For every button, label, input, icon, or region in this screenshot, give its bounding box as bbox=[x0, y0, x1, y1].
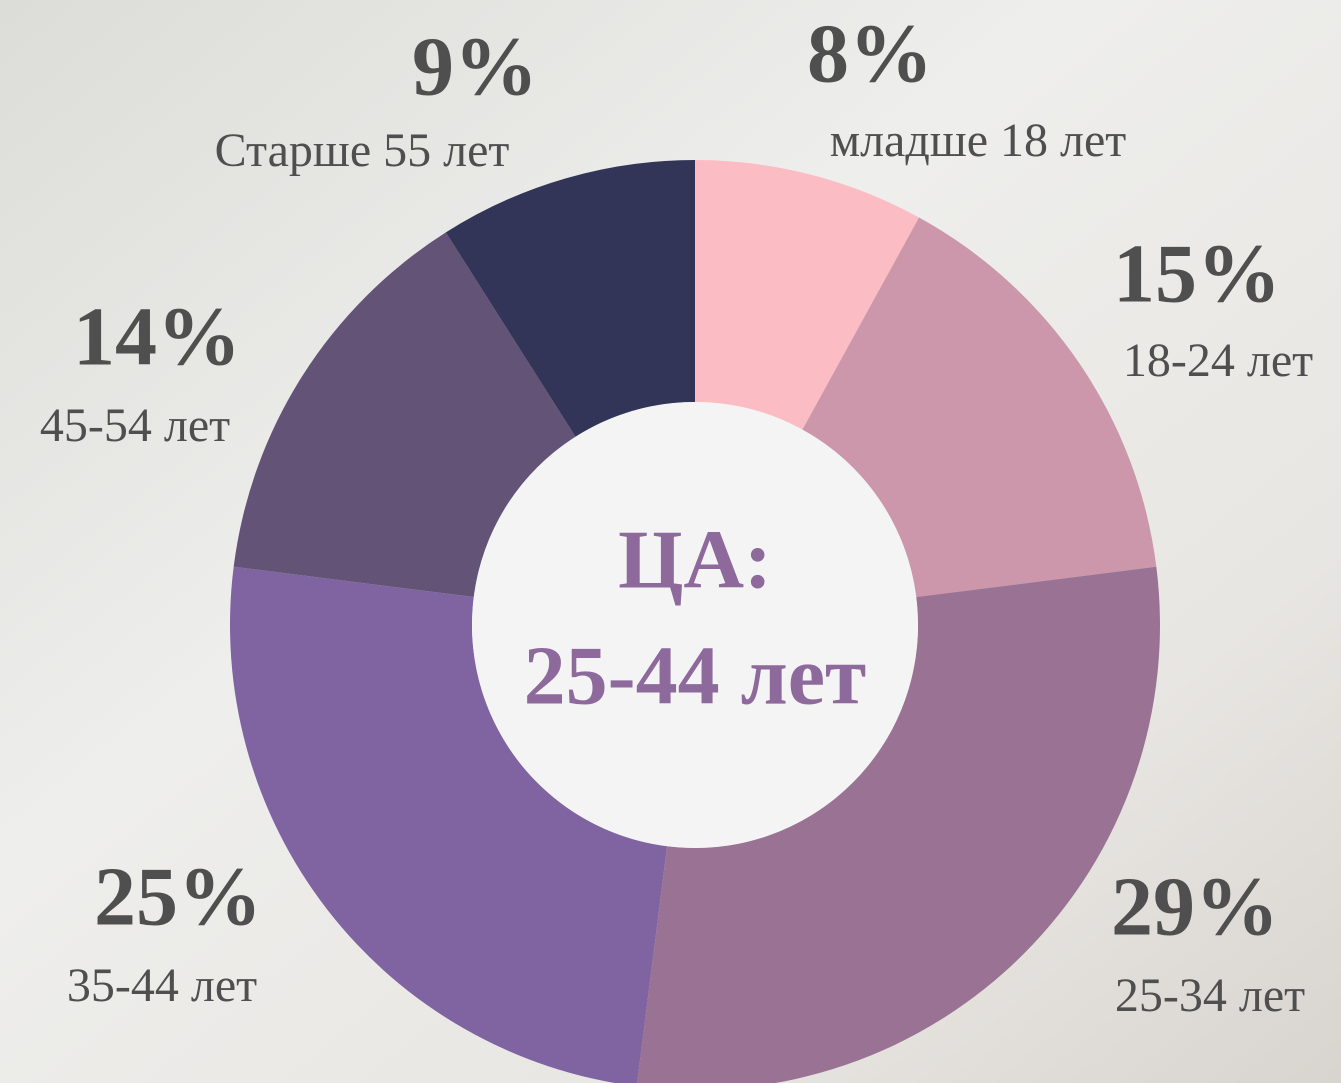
value-label: 14% bbox=[73, 290, 241, 383]
category-label: младше 18 лет bbox=[830, 114, 1127, 167]
value-label: 29% bbox=[1111, 860, 1279, 953]
value-label: 8% bbox=[807, 7, 933, 100]
category-label: 35-44 лет bbox=[67, 959, 257, 1012]
category-label: Старше 55 лет bbox=[215, 124, 510, 177]
donut-slice bbox=[637, 566, 1160, 1083]
donut-slice bbox=[233, 232, 576, 598]
value-label: 9% bbox=[412, 20, 538, 113]
value-label: 15% bbox=[1113, 227, 1281, 320]
donut-slice bbox=[695, 160, 920, 430]
center-text: 25-44 лет bbox=[524, 629, 867, 722]
donut-slice bbox=[802, 217, 1157, 598]
category-label: 18-24 лет bbox=[1123, 334, 1313, 387]
donut-hole bbox=[472, 402, 918, 848]
category-label: 25-34 лет bbox=[1115, 969, 1305, 1022]
value-label: 25% bbox=[94, 850, 262, 943]
donut-slice bbox=[445, 160, 695, 437]
center-text: ЦА: bbox=[618, 513, 772, 606]
donut-slice bbox=[230, 566, 668, 1083]
category-label: 45-54 лет bbox=[40, 399, 230, 452]
donut bbox=[230, 160, 1160, 1083]
